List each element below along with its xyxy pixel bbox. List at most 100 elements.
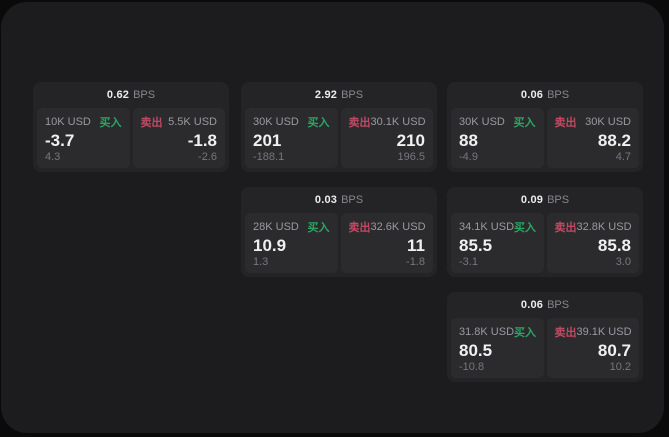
bps-unit-label: BPS — [341, 194, 364, 206]
quote-card[interactable]: 0.06 BPS 31.8K USD 买入 80.5 -10.8 卖出 39.1… — [447, 292, 643, 382]
buy-tag[interactable]: 买入 — [514, 327, 537, 339]
sell-header-row: 卖出 32.6K USD — [349, 219, 426, 235]
buy-tag[interactable]: 买入 — [307, 222, 330, 234]
sell-header-row: 卖出 30.1K USD — [349, 114, 426, 130]
quote-card[interactable]: 0.62 BPS 10K USD 买入 -3.7 4.3 卖出 5.5K USD… — [33, 82, 229, 172]
buy-price: 201 — [253, 131, 282, 150]
buy-size: 30K USD — [459, 116, 505, 128]
card-body: 30K USD 买入 201 -188.1 卖出 30.1K USD 210 1… — [245, 108, 433, 168]
sell-header-row: 卖出 32.8K USD — [555, 219, 632, 235]
buy-delta: -3.1 — [459, 256, 478, 268]
sell-header-row: 卖出 39.1K USD — [555, 324, 632, 340]
bps-unit-label: BPS — [547, 299, 570, 311]
buy-delta: 1.3 — [253, 256, 269, 268]
sell-price: 11 — [407, 236, 425, 255]
quote-card[interactable]: 0.06 BPS 30K USD 买入 88 -4.9 卖出 30K USD 8… — [447, 82, 643, 172]
sell-tag[interactable]: 卖出 — [348, 117, 371, 129]
buy-size: 30K USD — [253, 116, 299, 128]
buy-size: 10K USD — [45, 116, 91, 128]
sell-delta: 10.2 — [609, 361, 631, 373]
buy-tag[interactable]: 买入 — [514, 222, 537, 234]
sell-panel[interactable]: 卖出 30.1K USD 210 196.5 — [340, 108, 433, 168]
bps-unit-label: BPS — [547, 89, 570, 101]
sell-panel[interactable]: 卖出 5.5K USD -1.8 -2.6 — [132, 108, 225, 168]
sell-tag[interactable]: 卖出 — [554, 222, 577, 234]
buy-size: 28K USD — [253, 221, 299, 233]
buy-header-row: 10K USD 买入 — [45, 114, 122, 130]
sell-price: 88.2 — [597, 131, 631, 150]
card-header: 0.62 BPS — [37, 82, 225, 108]
sell-panel[interactable]: 卖出 30K USD 88.2 4.7 — [546, 108, 639, 168]
quote-card[interactable]: 0.09 BPS 34.1K USD 买入 85.5 -3.1 卖出 32.8K… — [447, 187, 643, 277]
sell-delta: -2.6 — [198, 151, 217, 163]
buy-header-row: 28K USD 买入 — [253, 219, 330, 235]
buy-size: 34.1K USD — [459, 221, 515, 233]
buy-panel[interactable]: 31.8K USD 买入 80.5 -10.8 — [451, 318, 544, 378]
card-header: 0.03 BPS — [245, 187, 433, 213]
card-header: 0.06 BPS — [451, 82, 639, 108]
buy-panel[interactable]: 30K USD 买入 201 -188.1 — [245, 108, 338, 168]
buy-header-row: 30K USD 买入 — [459, 114, 536, 130]
sell-size: 32.6K USD — [370, 221, 426, 233]
buy-delta: 4.3 — [45, 151, 61, 163]
buy-panel[interactable]: 34.1K USD 买入 85.5 -3.1 — [451, 213, 544, 273]
card-body: 10K USD 买入 -3.7 4.3 卖出 5.5K USD -1.8 -2.… — [37, 108, 225, 168]
sell-size: 30.1K USD — [370, 116, 426, 128]
buy-header-row: 30K USD 买入 — [253, 114, 330, 130]
buy-header-row: 31.8K USD 买入 — [459, 324, 536, 340]
sell-size: 39.1K USD — [576, 326, 632, 338]
bps-unit-label: BPS — [547, 194, 570, 206]
buy-tag[interactable]: 买入 — [99, 117, 122, 129]
buy-header-row: 34.1K USD 买入 — [459, 219, 536, 235]
sell-panel[interactable]: 卖出 32.8K USD 85.8 3.0 — [546, 213, 639, 273]
quote-card[interactable]: 0.03 BPS 28K USD 买入 10.9 1.3 卖出 32.6K US… — [241, 187, 437, 277]
sell-panel[interactable]: 卖出 32.6K USD 11 -1.8 — [340, 213, 433, 273]
bps-value: 0.09 — [520, 194, 544, 206]
bps-unit-label: BPS — [341, 89, 364, 101]
buy-tag[interactable]: 买入 — [307, 117, 330, 129]
buy-tag[interactable]: 买入 — [513, 117, 536, 129]
buy-price: 80.5 — [459, 341, 493, 360]
buy-delta: -188.1 — [253, 151, 285, 163]
card-header: 2.92 BPS — [245, 82, 433, 108]
card-header: 0.06 BPS — [451, 292, 639, 318]
sell-delta: 4.7 — [615, 151, 631, 163]
card-body: 34.1K USD 买入 85.5 -3.1 卖出 32.8K USD 85.8… — [451, 213, 639, 273]
sell-header-row: 卖出 5.5K USD — [141, 114, 218, 130]
sell-delta: 3.0 — [615, 256, 631, 268]
buy-price: 85.5 — [459, 236, 493, 255]
quote-card[interactable]: 2.92 BPS 30K USD 买入 201 -188.1 卖出 30.1K … — [241, 82, 437, 172]
bps-unit-label: BPS — [133, 89, 156, 101]
buy-panel[interactable]: 28K USD 买入 10.9 1.3 — [245, 213, 338, 273]
card-header: 0.09 BPS — [451, 187, 639, 213]
buy-panel[interactable]: 10K USD 买入 -3.7 4.3 — [37, 108, 130, 168]
buy-price: -3.7 — [45, 131, 75, 150]
sell-price: 85.8 — [597, 236, 631, 255]
sell-delta: -1.8 — [406, 256, 425, 268]
sell-delta: 196.5 — [397, 151, 425, 163]
buy-panel[interactable]: 30K USD 买入 88 -4.9 — [451, 108, 544, 168]
buy-price: 88 — [459, 131, 478, 150]
sell-size: 5.5K USD — [168, 116, 217, 128]
sell-tag[interactable]: 卖出 — [140, 117, 163, 129]
sell-panel[interactable]: 卖出 39.1K USD 80.7 10.2 — [546, 318, 639, 378]
buy-delta: -4.9 — [459, 151, 478, 163]
bps-value: 0.06 — [520, 89, 544, 101]
bps-value: 0.03 — [314, 194, 338, 206]
main-panel: 0.62 BPS 10K USD 买入 -3.7 4.3 卖出 5.5K USD… — [1, 2, 664, 433]
card-body: 31.8K USD 买入 80.5 -10.8 卖出 39.1K USD 80.… — [451, 318, 639, 378]
bps-value: 0.62 — [106, 89, 130, 101]
sell-tag[interactable]: 卖出 — [348, 222, 371, 234]
sell-price: 80.7 — [597, 341, 631, 360]
sell-price: -1.8 — [187, 131, 217, 150]
card-body: 30K USD 买入 88 -4.9 卖出 30K USD 88.2 4.7 — [451, 108, 639, 168]
sell-header-row: 卖出 30K USD — [555, 114, 632, 130]
sell-tag[interactable]: 卖出 — [554, 117, 577, 129]
bps-value: 0.06 — [520, 299, 544, 311]
sell-price: 210 — [396, 131, 425, 150]
sell-size: 30K USD — [585, 116, 631, 128]
buy-price: 10.9 — [253, 236, 287, 255]
buy-size: 31.8K USD — [459, 326, 515, 338]
sell-tag[interactable]: 卖出 — [554, 327, 577, 339]
buy-delta: -10.8 — [459, 361, 485, 373]
